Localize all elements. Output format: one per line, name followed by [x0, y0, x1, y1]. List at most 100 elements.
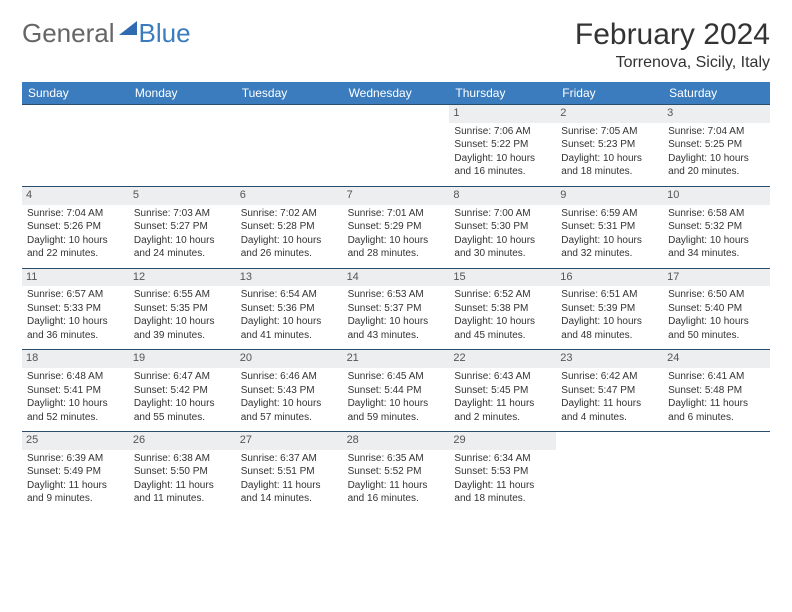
sunset-text: Sunset: 5:39 PM: [561, 303, 658, 316]
sunrise-text: Sunrise: 6:35 AM: [348, 453, 445, 466]
sunrise-text: Sunrise: 7:04 AM: [27, 208, 124, 221]
day-cell: 19Sunrise: 6:47 AMSunset: 5:42 PMDayligh…: [129, 350, 236, 431]
month-title: February 2024: [575, 18, 770, 52]
sunset-text: Sunset: 5:40 PM: [668, 303, 765, 316]
daylight-text: and 11 minutes.: [134, 493, 231, 506]
daylight-text: Daylight: 11 hours: [241, 480, 338, 493]
sunset-text: Sunset: 5:51 PM: [241, 466, 338, 479]
day-cell: 11Sunrise: 6:57 AMSunset: 5:33 PMDayligh…: [22, 269, 129, 350]
sunset-text: Sunset: 5:30 PM: [454, 221, 551, 234]
day-number: 25: [22, 432, 129, 450]
day-number: 3: [663, 105, 770, 123]
sunset-text: Sunset: 5:45 PM: [454, 385, 551, 398]
day-cell: 14Sunrise: 6:53 AMSunset: 5:37 PMDayligh…: [343, 269, 450, 350]
day-cell: 26Sunrise: 6:38 AMSunset: 5:50 PMDayligh…: [129, 432, 236, 513]
calendar-page: General Blue February 2024 Torrenova, Si…: [0, 0, 792, 531]
calendar: Sunday Monday Tuesday Wednesday Thursday…: [22, 82, 770, 513]
day-number: 10: [663, 187, 770, 205]
daylight-text: and 14 minutes.: [241, 493, 338, 506]
sunset-text: Sunset: 5:53 PM: [454, 466, 551, 479]
day-number: 6: [236, 187, 343, 205]
day-cell: 3Sunrise: 7:04 AMSunset: 5:25 PMDaylight…: [663, 105, 770, 186]
daylight-text: and 22 minutes.: [27, 248, 124, 261]
sunset-text: Sunset: 5:28 PM: [241, 221, 338, 234]
day-cell-empty: [343, 105, 450, 186]
sunset-text: Sunset: 5:52 PM: [348, 466, 445, 479]
day-cell: 24Sunrise: 6:41 AMSunset: 5:48 PMDayligh…: [663, 350, 770, 431]
day-cell: 21Sunrise: 6:45 AMSunset: 5:44 PMDayligh…: [343, 350, 450, 431]
sunrise-text: Sunrise: 6:51 AM: [561, 289, 658, 302]
daylight-text: Daylight: 11 hours: [348, 480, 445, 493]
daylight-text: and 34 minutes.: [668, 248, 765, 261]
sunset-text: Sunset: 5:36 PM: [241, 303, 338, 316]
daylight-text: Daylight: 10 hours: [134, 398, 231, 411]
sunset-text: Sunset: 5:35 PM: [134, 303, 231, 316]
daylight-text: and 45 minutes.: [454, 330, 551, 343]
sunset-text: Sunset: 5:41 PM: [27, 385, 124, 398]
sunset-text: Sunset: 5:37 PM: [348, 303, 445, 316]
daylight-text: and 18 minutes.: [454, 493, 551, 506]
sunrise-text: Sunrise: 7:00 AM: [454, 208, 551, 221]
day-cell: 1Sunrise: 7:06 AMSunset: 5:22 PMDaylight…: [449, 105, 556, 186]
sunset-text: Sunset: 5:26 PM: [27, 221, 124, 234]
day-number: 20: [236, 350, 343, 368]
daylight-text: Daylight: 11 hours: [668, 398, 765, 411]
sunset-text: Sunset: 5:49 PM: [27, 466, 124, 479]
daylight-text: and 4 minutes.: [561, 412, 658, 425]
daylight-text: Daylight: 11 hours: [561, 398, 658, 411]
day-number: 16: [556, 269, 663, 287]
dow-sunday: Sunday: [22, 82, 129, 104]
day-cell-empty: [556, 432, 663, 513]
sunrise-text: Sunrise: 6:42 AM: [561, 371, 658, 384]
sunrise-text: Sunrise: 6:47 AM: [134, 371, 231, 384]
sunrise-text: Sunrise: 6:50 AM: [668, 289, 765, 302]
sunrise-text: Sunrise: 6:52 AM: [454, 289, 551, 302]
title-block: February 2024 Torrenova, Sicily, Italy: [575, 18, 770, 72]
sunrise-text: Sunrise: 6:53 AM: [348, 289, 445, 302]
day-cell: 28Sunrise: 6:35 AMSunset: 5:52 PMDayligh…: [343, 432, 450, 513]
sunrise-text: Sunrise: 6:59 AM: [561, 208, 658, 221]
daylight-text: and 32 minutes.: [561, 248, 658, 261]
day-number: 11: [22, 269, 129, 287]
sunrise-text: Sunrise: 7:02 AM: [241, 208, 338, 221]
sunset-text: Sunset: 5:25 PM: [668, 139, 765, 152]
day-number: 18: [22, 350, 129, 368]
dow-saturday: Saturday: [663, 82, 770, 104]
week-row: 11Sunrise: 6:57 AMSunset: 5:33 PMDayligh…: [22, 268, 770, 350]
day-cell: 27Sunrise: 6:37 AMSunset: 5:51 PMDayligh…: [236, 432, 343, 513]
daylight-text: Daylight: 10 hours: [668, 316, 765, 329]
day-cell: 2Sunrise: 7:05 AMSunset: 5:23 PMDaylight…: [556, 105, 663, 186]
day-number: 9: [556, 187, 663, 205]
daylight-text: Daylight: 11 hours: [134, 480, 231, 493]
weeks-container: 1Sunrise: 7:06 AMSunset: 5:22 PMDaylight…: [22, 104, 770, 513]
daylight-text: and 6 minutes.: [668, 412, 765, 425]
dow-wednesday: Wednesday: [343, 82, 450, 104]
day-number: 29: [449, 432, 556, 450]
sunset-text: Sunset: 5:23 PM: [561, 139, 658, 152]
day-number: 27: [236, 432, 343, 450]
daylight-text: Daylight: 10 hours: [668, 235, 765, 248]
daylight-text: Daylight: 10 hours: [561, 153, 658, 166]
sunset-text: Sunset: 5:48 PM: [668, 385, 765, 398]
dow-friday: Friday: [556, 82, 663, 104]
sunrise-text: Sunrise: 7:06 AM: [454, 126, 551, 139]
day-number: 23: [556, 350, 663, 368]
daylight-text: Daylight: 11 hours: [454, 480, 551, 493]
day-number: 8: [449, 187, 556, 205]
daylight-text: Daylight: 10 hours: [27, 398, 124, 411]
day-cell: 4Sunrise: 7:04 AMSunset: 5:26 PMDaylight…: [22, 187, 129, 268]
day-cell-empty: [663, 432, 770, 513]
daylight-text: Daylight: 10 hours: [241, 398, 338, 411]
sunset-text: Sunset: 5:31 PM: [561, 221, 658, 234]
day-number: 22: [449, 350, 556, 368]
day-cell: 7Sunrise: 7:01 AMSunset: 5:29 PMDaylight…: [343, 187, 450, 268]
daylight-text: Daylight: 10 hours: [454, 316, 551, 329]
day-number: 19: [129, 350, 236, 368]
daylight-text: Daylight: 10 hours: [348, 316, 445, 329]
day-cell: 22Sunrise: 6:43 AMSunset: 5:45 PMDayligh…: [449, 350, 556, 431]
daylight-text: and 20 minutes.: [668, 166, 765, 179]
daylight-text: Daylight: 11 hours: [454, 398, 551, 411]
day-number: 26: [129, 432, 236, 450]
daylight-text: and 41 minutes.: [241, 330, 338, 343]
daylight-text: and 2 minutes.: [454, 412, 551, 425]
